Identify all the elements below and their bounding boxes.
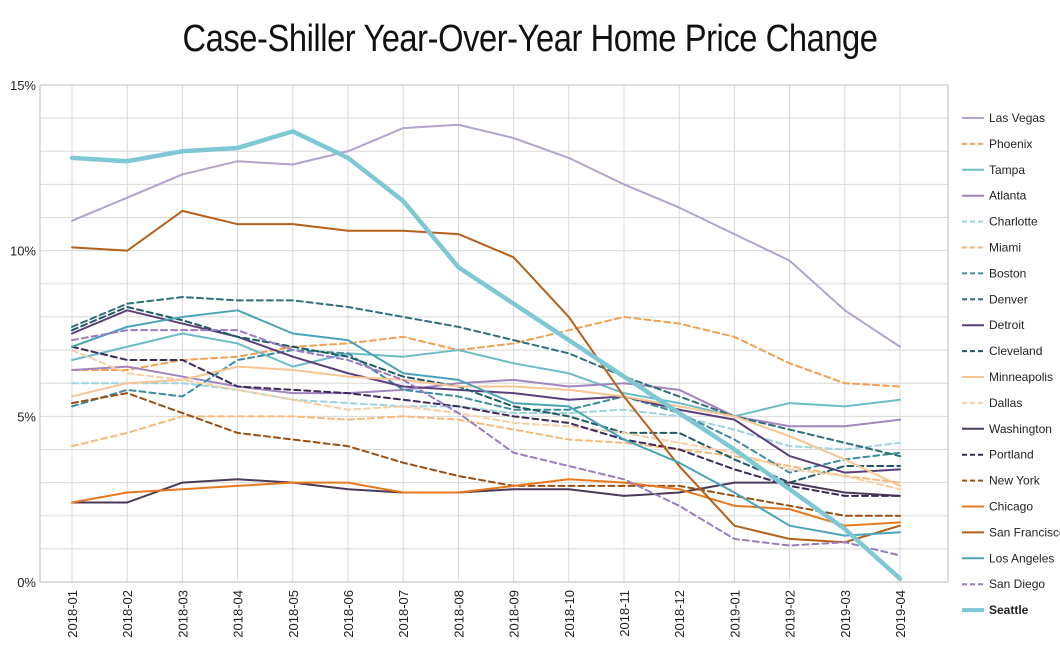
legend-label-washington: Washington [989, 422, 1052, 436]
y-tick-label: 10% [10, 244, 36, 259]
legend-label-new-york: New York [989, 474, 1041, 488]
series-line-miami [71, 415, 901, 484]
legend-label-los-angeles: Los Angeles [989, 551, 1054, 565]
legend-label-las-vegas: Las Vegas [989, 111, 1045, 125]
x-tick-label: 2018-03 [175, 590, 190, 638]
x-tick-label: 2018-07 [396, 590, 411, 638]
series-line-phoenix [71, 315, 901, 388]
series-line-san-francisco [71, 209, 901, 544]
legend-label-minneapolis: Minneapolis [989, 370, 1053, 384]
legend-label-detroit: Detroit [989, 318, 1025, 332]
x-tick-label: 2018-12 [672, 590, 687, 638]
legend-label-tampa: Tampa [989, 163, 1025, 177]
legend: Las Vegas Phoenix Tampa Atlanta Charlotte Mia… [962, 111, 1060, 617]
x-tick-label: 2018-06 [341, 590, 356, 638]
series-line-denver [71, 296, 901, 458]
series-line-boston [71, 349, 901, 474]
x-tick-label: 2019-03 [838, 590, 853, 638]
legend-label-atlanta: Atlanta [989, 189, 1027, 203]
legend-label-charlotte: Charlotte [989, 215, 1038, 229]
x-tick-label: 2018-02 [120, 590, 135, 638]
series-line-washington [71, 478, 901, 504]
series-line-atlanta [71, 365, 901, 428]
x-tick-label: 2018-01 [65, 590, 80, 638]
x-tick-label: 2019-02 [783, 590, 798, 638]
legend-label-san-francisco: San Francisco [989, 525, 1060, 539]
series-lines [69, 123, 903, 581]
x-tick-label: 2018-04 [231, 590, 246, 638]
legend-label-portland: Portland [989, 448, 1034, 462]
series-line-las-vegas [71, 123, 901, 348]
legend-label-chicago: Chicago [989, 500, 1033, 514]
x-tick-label: 2018-10 [562, 590, 577, 638]
series-line-seattle [69, 129, 903, 581]
legend-label-denver: Denver [989, 292, 1028, 306]
y-tick-label: 15% [10, 78, 36, 93]
axes: 0% 5% 10% 15% 2018-01 2018-02 2018-03 2018-04 20… [10, 78, 908, 638]
legend-label-san-diego: San Diego [989, 577, 1045, 591]
series-line-tampa [71, 332, 901, 418]
y-tick-label: 5% [17, 409, 36, 424]
grid [39, 84, 949, 583]
legend-label-cleveland: Cleveland [989, 344, 1042, 358]
plot-border [39, 84, 949, 583]
y-tick-label: 0% [17, 575, 36, 590]
chart-title: Case-Shiller Year-Over-Year Home Price C… [182, 18, 878, 60]
series-line-san-diego [71, 329, 901, 557]
series-line-los-angeles [71, 309, 901, 537]
series-line-chicago [71, 478, 901, 527]
x-tick-label: 2019-01 [727, 590, 742, 638]
x-tick-label: 2018-09 [507, 590, 522, 638]
legend-label-dallas: Dallas [989, 396, 1022, 410]
series-line-portland [71, 345, 901, 497]
series-line-new-york [71, 392, 901, 517]
legend-label-seattle: Seattle [989, 603, 1029, 617]
legend-label-boston: Boston [989, 266, 1026, 280]
x-tick-label: 2019-04 [893, 590, 908, 638]
x-tick-label: 2018-11 [617, 590, 632, 637]
x-tick-label: 2018-05 [286, 590, 301, 638]
series-line-dallas [71, 349, 901, 491]
legend-label-phoenix: Phoenix [989, 137, 1032, 151]
x-tick-label: 2018-08 [451, 590, 466, 638]
legend-label-miami: Miami [989, 241, 1021, 255]
